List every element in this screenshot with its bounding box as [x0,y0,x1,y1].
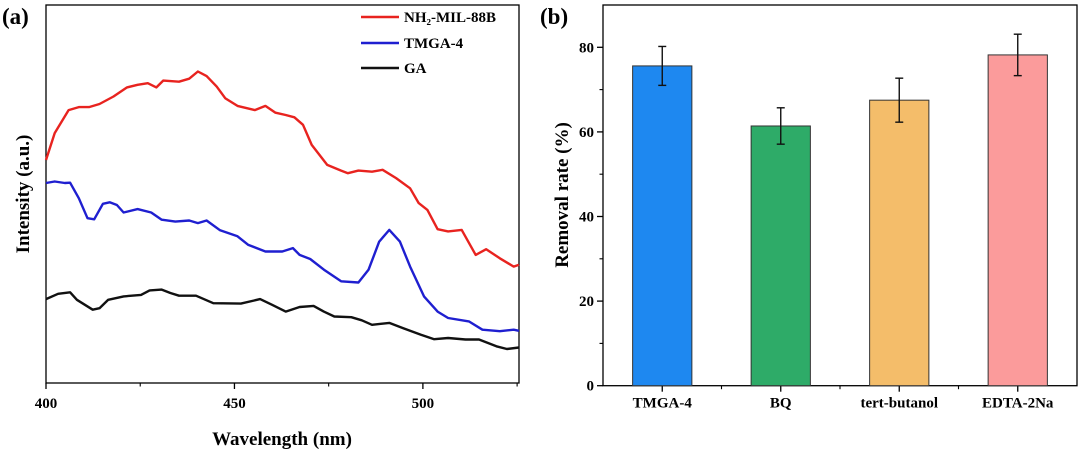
legend-item: NH₂-MIL-88B [361,10,496,26]
panel-a-label: (a) [2,4,29,29]
y-tick-label: 60 [579,125,594,141]
x-tick-label: 500 [412,396,435,412]
y-tick-label: 20 [579,294,594,310]
panel-a-y-axis-title: Intensity (a.u.) [13,135,34,254]
panel-a-frame [45,4,520,384]
panel-b-bar-chart: (b) 0 20 40 60 80 TMGA-4 BQ tert-butanol EDTA-2N… [540,4,1078,412]
panel-a-legend: NH₂-MIL-88B TMGA-4 GA [361,10,496,77]
x-tick-label: 400 [35,396,58,412]
legend-item: GA [361,61,427,77]
y-tick-label: 80 [579,40,594,56]
x-tick-label: 450 [223,396,246,412]
y-tick-label: 0 [587,379,595,395]
bar-group-bq [750,107,811,387]
bar-group-tmga-4 [632,45,693,387]
bar [987,54,1048,387]
bar [750,125,811,387]
panel-a-x-axis-title: Wavelength (nm) [212,429,352,450]
series-line-ga [45,288,520,351]
y-tick-label: 40 [579,210,594,226]
legend-item: TMGA-4 [361,36,464,52]
x-tick-label: EDTA-2Na [982,396,1054,412]
panel-b-bars [632,33,1048,387]
x-tick-label: BQ [770,396,792,412]
bar [632,65,693,387]
panel-a-line-chart: (a) 400 450 500 NH₂-MIL-88B TMGA-4 GA Wavele… [2,4,520,450]
panel-a-x-ticks: 400 450 500 [35,383,518,412]
series-line-nh-mil-88b [44,70,520,268]
legend-label: NH₂-MIL-88B [404,10,496,26]
panel-b-y-axis-title: Removal rate (%) [552,122,573,268]
panel-b-label: (b) [540,4,568,29]
x-tick-label: tert-butanol [861,396,939,412]
series-line-tmga-4 [45,180,520,333]
bar [869,99,930,387]
legend-label: TMGA-4 [404,36,464,52]
panel-b-ticks: 0 20 40 60 80 TMGA-4 BQ tert-butanol EDTA-2Na [579,40,1054,411]
bar-group-tert-butanol [869,77,930,387]
x-tick-label: TMGA-4 [633,396,693,412]
bar-group-edta-2na [987,33,1048,387]
panel-a-series [44,70,520,351]
legend-label: GA [404,61,427,77]
